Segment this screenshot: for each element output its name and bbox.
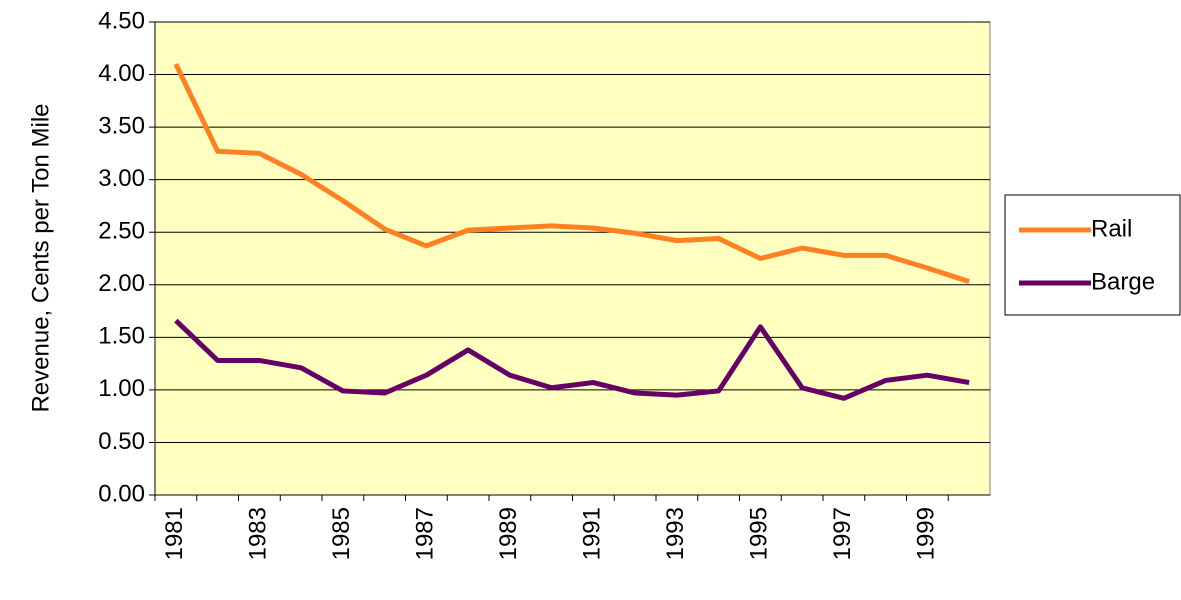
y-tick-label: 3.00 bbox=[98, 165, 145, 192]
x-tick-label: 1985 bbox=[328, 507, 355, 560]
x-tick-label: 1989 bbox=[495, 507, 522, 560]
y-tick-label: 1.50 bbox=[98, 323, 145, 350]
x-tick-label: 1991 bbox=[579, 507, 606, 560]
legend-label: Rail bbox=[1091, 215, 1132, 242]
plot-area bbox=[154, 21, 991, 496]
y-tick-label: 4.00 bbox=[98, 60, 145, 87]
y-tick-label: 0.50 bbox=[98, 428, 145, 455]
x-tick-label: 1983 bbox=[245, 507, 272, 560]
y-tick-label: 2.50 bbox=[98, 218, 145, 245]
legend-label: Barge bbox=[1091, 268, 1155, 295]
y-tick-label: 2.00 bbox=[98, 270, 145, 297]
y-axis-label: Revenue, Cents per Ton Mile bbox=[27, 103, 54, 412]
y-tick-label: 0.00 bbox=[98, 480, 145, 507]
y-tick-label: 3.50 bbox=[98, 112, 145, 139]
y-tick-label: 4.50 bbox=[98, 7, 145, 34]
legend-box bbox=[1004, 194, 1181, 316]
series-line bbox=[173, 62, 970, 285]
x-tick-label: 1981 bbox=[161, 507, 188, 560]
x-tick-label: 1987 bbox=[412, 507, 439, 560]
x-tick-label: 1997 bbox=[829, 507, 856, 560]
x-tick-label: 1995 bbox=[746, 507, 773, 560]
y-tick-label: 1.00 bbox=[98, 375, 145, 402]
x-tick-label: 1993 bbox=[662, 507, 689, 560]
x-tick-label: 1999 bbox=[913, 507, 940, 560]
series-line bbox=[174, 318, 970, 401]
